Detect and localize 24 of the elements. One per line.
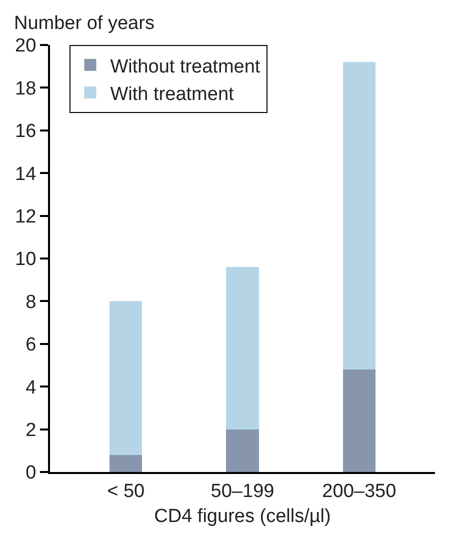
- y-tick-label: 20: [15, 36, 36, 57]
- y-tick-label: 4: [26, 377, 37, 398]
- y-axis-title: Number of years: [14, 13, 154, 34]
- x-tick-label: 50–199: [210, 480, 274, 502]
- y-tick-label: 10: [15, 249, 36, 270]
- y-tick-label: 2: [26, 420, 36, 441]
- x-tick-label: < 50: [107, 480, 145, 502]
- y-tick-label: 6: [26, 334, 36, 356]
- y-tick-label: 14: [15, 164, 37, 185]
- bar: [110, 454, 142, 472]
- y-tick-label: 16: [15, 121, 36, 142]
- bar: [342, 370, 376, 472]
- legend-label: With treatment: [110, 84, 235, 105]
- bar: [110, 301, 142, 455]
- y-tick-label: 12: [15, 206, 36, 228]
- x-axis-title: CD4 figures (cells/µl): [154, 506, 331, 528]
- bar: [342, 62, 376, 370]
- y-tick-label: 0: [26, 462, 36, 484]
- bar: [226, 429, 259, 472]
- y-tick-label: 18: [15, 78, 36, 100]
- legend-label: Without treatment: [110, 56, 261, 78]
- y-tick-label: 8: [26, 292, 36, 313]
- x-tick-label: 200–350: [322, 480, 396, 502]
- bar: [226, 267, 259, 430]
